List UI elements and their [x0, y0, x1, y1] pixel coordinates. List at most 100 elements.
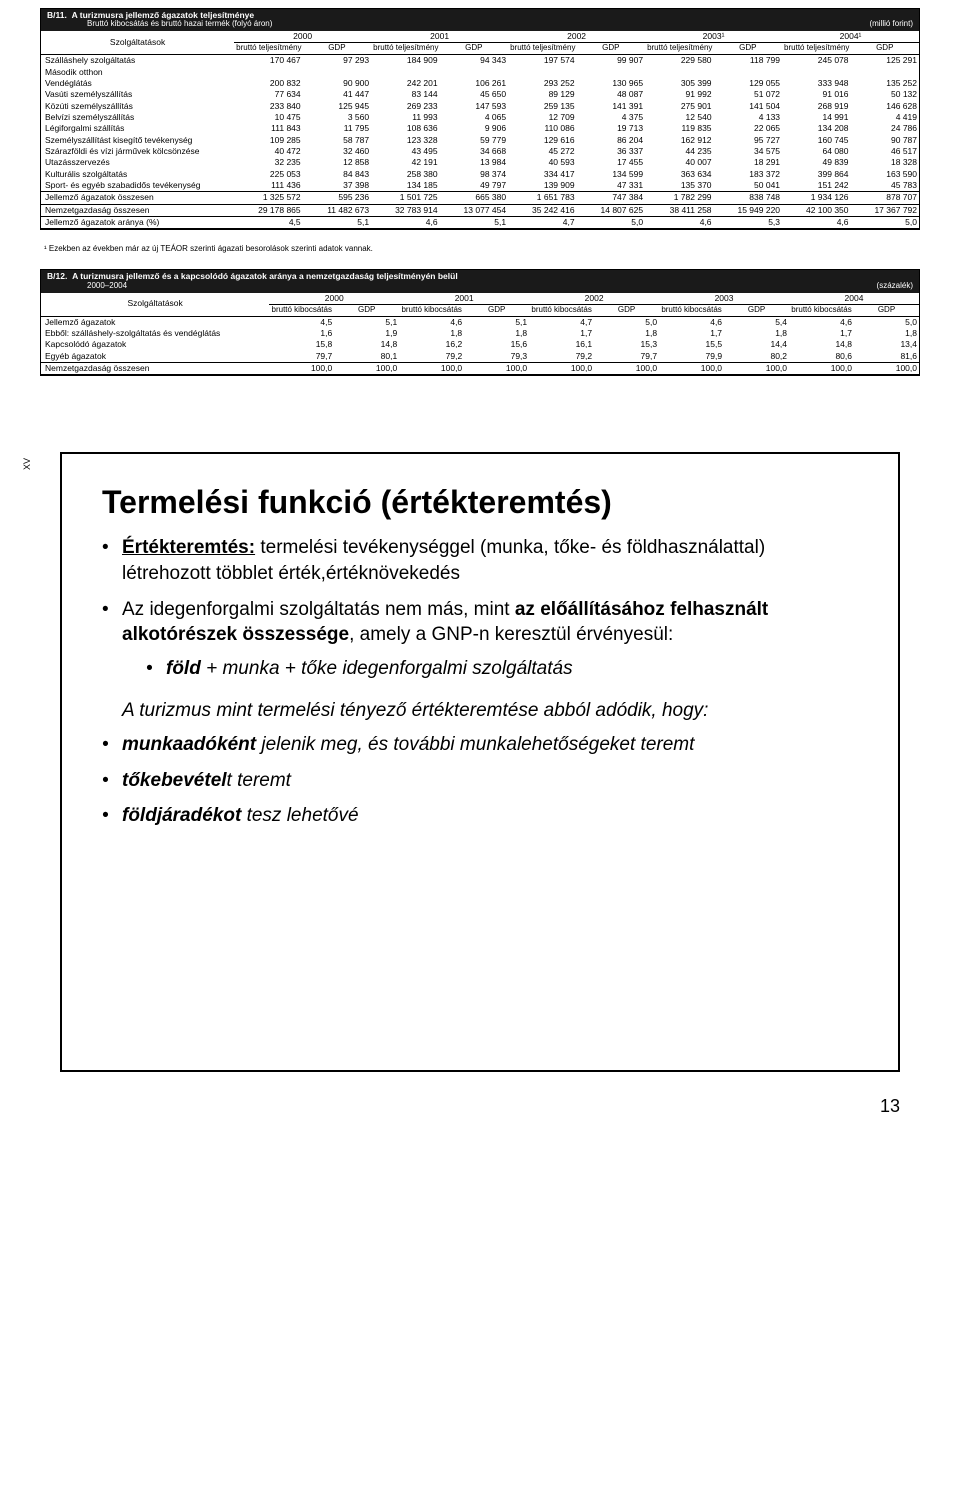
cell: 130 965 [577, 78, 645, 89]
subcol-header: GDP [334, 304, 399, 316]
subcol-header: GDP [303, 43, 371, 55]
cell: 79,9 [659, 351, 724, 363]
cell: 42 100 350 [782, 204, 850, 216]
cell: 13 984 [440, 157, 508, 168]
bullet-2: Az idegenforgalmi szolgáltatás nem más, … [102, 597, 858, 648]
cell: 146 628 [851, 101, 919, 112]
t2-code: B/12. [47, 271, 67, 281]
cell: 97 293 [303, 55, 371, 67]
bullet-1: Értékteremtés: termelési tevékenységgel … [102, 535, 858, 586]
cell: 79,7 [269, 351, 334, 363]
cell: 4,6 [645, 217, 713, 229]
cell: 14,8 [334, 339, 399, 350]
year-header: 2003 [659, 293, 789, 305]
cell: 13 077 454 [440, 204, 508, 216]
cell: 90 787 [851, 135, 919, 146]
cell: 80,6 [789, 351, 854, 363]
cell: 1,8 [854, 328, 919, 339]
cell: 99 907 [577, 55, 645, 67]
t1-subtitle: Bruttó kibocsátás és bruttó hazai termék… [47, 20, 272, 29]
cell: 125 945 [303, 101, 371, 112]
cell: 1,7 [789, 328, 854, 339]
year-header: 2002 [529, 293, 659, 305]
cell: 32 783 914 [371, 204, 439, 216]
cell: 79,2 [529, 351, 594, 363]
row-label: Vendéglátás [41, 78, 234, 89]
year-header: 2000 [269, 293, 399, 305]
cell: 50 132 [851, 89, 919, 100]
cell: 5,3 [714, 217, 782, 229]
subcol-header: GDP [714, 43, 782, 55]
cell: 123 328 [371, 135, 439, 146]
cell: 49 839 [782, 157, 850, 168]
bullet-5: földjáradékot tesz lehetővé [102, 803, 858, 829]
cell: 134 185 [371, 180, 439, 192]
subcol-header: bruttó kibocsátás [399, 304, 464, 316]
cell: 44 235 [645, 146, 713, 157]
cell: 4 419 [851, 112, 919, 123]
cell: 86 204 [577, 135, 645, 146]
cell: 45 783 [851, 180, 919, 192]
bullet-4: tőkebevételt teremt [102, 768, 858, 794]
cell: 5,1 [334, 316, 399, 328]
slide-box: Termelési funkció (értékteremtés) Értékt… [60, 452, 900, 1072]
cell: 275 901 [645, 101, 713, 112]
cell: 5,0 [577, 217, 645, 229]
cell: 1,6 [269, 328, 334, 339]
cell: 15,3 [594, 339, 659, 350]
cell: 151 242 [782, 180, 850, 192]
row-label: Szálláshely szolgáltatás [41, 55, 234, 67]
cell: 19 713 [577, 123, 645, 134]
cell: 305 399 [645, 78, 713, 89]
cell: 595 236 [303, 192, 371, 204]
year-header: 2004 [789, 293, 919, 305]
row-label: Kulturális szolgáltatás [41, 169, 234, 180]
cell: 14 991 [782, 112, 850, 123]
tables-container: B/11. A turizmusra jellemző ágazatok tel… [0, 0, 960, 392]
row-label: Nemzetgazdaság összesen [41, 363, 269, 375]
cell: 134 208 [782, 123, 850, 134]
cell: 111 436 [234, 180, 302, 192]
cell: 111 843 [234, 123, 302, 134]
cell: 11 795 [303, 123, 371, 134]
cell: 40 472 [234, 146, 302, 157]
cell: 46 517 [851, 146, 919, 157]
row-label: Második otthon [41, 67, 234, 78]
cell: 163 590 [851, 169, 919, 180]
year-header: 2004¹ [782, 31, 919, 43]
cell: 35 242 416 [508, 204, 576, 216]
cell: 333 948 [782, 78, 850, 89]
cell: 233 840 [234, 101, 302, 112]
cell: 1 325 572 [234, 192, 302, 204]
cell: 79,7 [594, 351, 659, 363]
cell: 184 909 [371, 55, 439, 67]
cell: 135 252 [851, 78, 919, 89]
cell: 5,1 [440, 217, 508, 229]
cell: 141 504 [714, 101, 782, 112]
cell: 225 053 [234, 169, 302, 180]
subcol-header: bruttó teljesítmény [508, 43, 576, 55]
cell: 34 668 [440, 146, 508, 157]
year-header: 2001 [399, 293, 529, 305]
cell: 89 129 [508, 89, 576, 100]
slide-title: Termelési funkció (értékteremtés) [102, 484, 858, 521]
table-b12: B/12. A turizmusra jellemző és a kapcsol… [40, 269, 920, 376]
cell: 100,0 [659, 363, 724, 375]
slide-para: A turizmus mint termelési tényező értékt… [102, 700, 858, 722]
cell: 1 651 783 [508, 192, 576, 204]
subcol-header: GDP [440, 43, 508, 55]
cell: 363 634 [645, 169, 713, 180]
cell: 11 482 673 [303, 204, 371, 216]
cell: 36 337 [577, 146, 645, 157]
row-label: Jellemző ágazatok [41, 316, 269, 328]
cell: 665 380 [440, 192, 508, 204]
cell: 135 370 [645, 180, 713, 192]
cell: 245 078 [782, 55, 850, 67]
cell: 4 375 [577, 112, 645, 123]
row-label: Jellemző ágazatok összesen [41, 192, 234, 204]
subcol-header: GDP [724, 304, 789, 316]
cell: 108 636 [371, 123, 439, 134]
year-header: 2003¹ [645, 31, 782, 43]
cell: 15 949 220 [714, 204, 782, 216]
cell: 77 634 [234, 89, 302, 100]
